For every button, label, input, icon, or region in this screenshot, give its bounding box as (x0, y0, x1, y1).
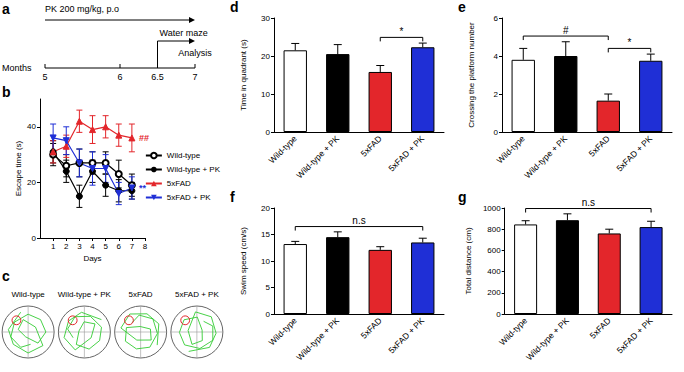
svg-text:Wild-type + PK: Wild-type + PK (167, 165, 221, 174)
svg-text:10: 10 (261, 257, 270, 266)
svg-text:Wild-type + PK: Wild-type + PK (524, 315, 571, 362)
svg-text:Swim speed (cm/s): Swim speed (cm/s) (239, 227, 248, 295)
svg-text:Wild-type + PK: Wild-type + PK (58, 290, 112, 299)
svg-text:n.s: n.s (582, 197, 595, 208)
svg-text:5xFAD + PK: 5xFAD + PK (386, 315, 426, 355)
svg-text:*: * (628, 37, 632, 48)
svg-text:5xFAD: 5xFAD (167, 179, 191, 188)
svg-text:6: 6 (117, 242, 122, 251)
svg-text:5xFAD + PK: 5xFAD + PK (386, 133, 426, 173)
svg-text:5xFAD: 5xFAD (359, 315, 384, 340)
svg-text:0: 0 (494, 128, 499, 137)
svg-text:Wild-type: Wild-type (167, 151, 201, 160)
svg-text:g: g (458, 190, 467, 205)
svg-text:8: 8 (143, 242, 148, 251)
svg-text:**: ** (139, 183, 147, 193)
svg-text:3: 3 (77, 242, 82, 251)
svg-text:*: * (400, 26, 404, 37)
svg-text:e: e (458, 0, 466, 15)
svg-text:Wild-type: Wild-type (11, 290, 45, 299)
svg-text:6.5: 6.5 (151, 72, 164, 82)
svg-text:6: 6 (494, 14, 499, 23)
svg-text:b: b (2, 85, 11, 100)
svg-text:5xFAD + PK: 5xFAD + PK (175, 290, 219, 299)
svg-text:20: 20 (27, 178, 36, 187)
svg-text:7: 7 (192, 72, 197, 82)
svg-text:2: 2 (64, 242, 69, 251)
svg-text:5xFAD: 5xFAD (587, 133, 612, 158)
svg-text:2: 2 (494, 90, 499, 99)
svg-text:n.s: n.s (352, 215, 365, 226)
svg-text:Wild-type + PK: Wild-type + PK (294, 133, 341, 180)
svg-text:#: # (563, 25, 569, 36)
svg-text:d: d (230, 0, 239, 15)
svg-text:5xFAD: 5xFAD (129, 290, 153, 299)
svg-text:f: f (230, 190, 235, 205)
svg-text:Days: Days (83, 254, 101, 263)
svg-text:5: 5 (42, 72, 47, 82)
svg-text:Crossing the platform number: Crossing the platform number (467, 22, 476, 128)
svg-text:1000: 1000 (483, 204, 501, 213)
svg-text:200: 200 (487, 288, 501, 297)
svg-text:Analysis: Analysis (178, 48, 212, 58)
svg-text:5xFAD + PK: 5xFAD + PK (167, 193, 211, 202)
svg-text:0: 0 (32, 234, 37, 243)
svg-text:0: 0 (266, 128, 271, 137)
svg-text:5xFAD: 5xFAD (588, 315, 613, 340)
svg-text:Months: Months (2, 63, 32, 73)
svg-text:40: 40 (27, 122, 36, 131)
svg-text:Wild-type + PK: Wild-type + PK (522, 133, 569, 180)
svg-text:7: 7 (130, 242, 135, 251)
svg-text:Wild-type: Wild-type (495, 133, 527, 165)
svg-text:Time in quadrant (s): Time in quadrant (s) (239, 39, 248, 111)
svg-text:Escape time (s): Escape time (s) (14, 140, 23, 196)
svg-text:5xFAD: 5xFAD (359, 133, 384, 158)
svg-text:20: 20 (261, 52, 270, 61)
svg-text:Wild-type: Wild-type (267, 133, 299, 165)
svg-text:5: 5 (266, 283, 271, 292)
svg-text:10: 10 (261, 90, 270, 99)
svg-text:20: 20 (261, 204, 270, 213)
svg-text:0: 0 (266, 310, 271, 319)
svg-text:##: ## (139, 133, 149, 143)
svg-text:30: 30 (261, 14, 270, 23)
svg-text:Water maze: Water maze (160, 28, 208, 38)
svg-text:400: 400 (487, 267, 501, 276)
svg-text:PK 200 mg/kg, p.o: PK 200 mg/kg, p.o (45, 4, 119, 14)
svg-text:5xFAD + PK: 5xFAD + PK (615, 315, 655, 355)
svg-text:15: 15 (261, 230, 270, 239)
svg-text:1: 1 (51, 242, 56, 251)
svg-text:0: 0 (496, 310, 501, 319)
svg-text:600: 600 (487, 246, 501, 255)
svg-text:5: 5 (103, 242, 108, 251)
svg-text:Wild-type: Wild-type (497, 315, 529, 347)
svg-text:Wild-type: Wild-type (267, 315, 299, 347)
svg-text:c: c (2, 268, 10, 284)
svg-text:Wild-type + PK: Wild-type + PK (294, 315, 341, 362)
svg-text:a: a (2, 1, 10, 17)
svg-text:Total distance (cm): Total distance (cm) (464, 227, 473, 294)
svg-text:5xFAD + PK: 5xFAD + PK (614, 133, 654, 173)
svg-text:800: 800 (487, 225, 501, 234)
svg-text:4: 4 (90, 242, 95, 251)
svg-text:4: 4 (494, 52, 499, 61)
svg-text:6: 6 (117, 72, 122, 82)
